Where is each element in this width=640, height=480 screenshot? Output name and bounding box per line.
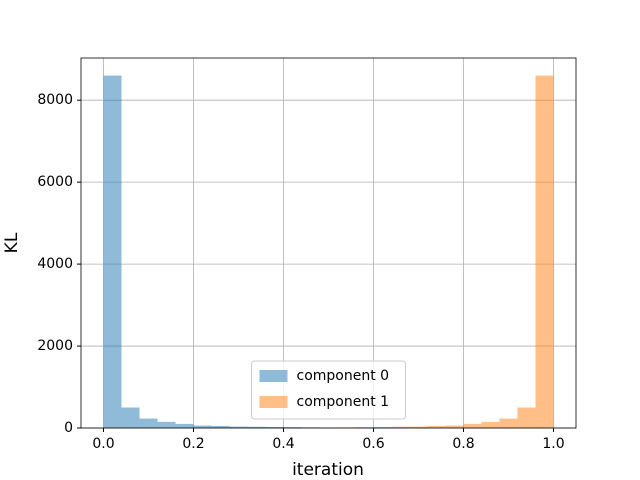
bar: [445, 425, 464, 428]
bar: [175, 423, 194, 428]
legend-label: component 0: [297, 368, 390, 384]
x-tick-label: 0.0: [92, 436, 114, 452]
bar: [247, 426, 266, 428]
y-tick-label: 2000: [37, 338, 73, 354]
x-tick-label: 1.0: [542, 436, 564, 452]
x-axis-label: iteration: [292, 460, 364, 480]
y-tick-label: 8000: [37, 92, 73, 108]
legend-swatch: [259, 396, 288, 408]
x-tick-label: 0.6: [362, 436, 384, 452]
bar: [103, 75, 122, 428]
bar: [499, 418, 518, 428]
bar: [391, 426, 410, 428]
legend-box: [251, 360, 406, 420]
bar: [427, 425, 446, 428]
bar: [229, 426, 248, 428]
x-tick-label: 0.4: [272, 436, 294, 452]
bar: [373, 426, 392, 428]
y-tick-label: 6000: [37, 174, 73, 190]
bar: [409, 426, 428, 428]
x-tick-label: 0.2: [182, 436, 204, 452]
legend-label: component 1: [297, 394, 390, 410]
y-tick-label: 0: [64, 420, 73, 436]
bar: [265, 426, 284, 428]
legend: component 0 component 1: [251, 360, 406, 420]
bar: [283, 427, 302, 428]
bar: [157, 421, 176, 428]
y-axis-label: KL: [2, 232, 22, 253]
bar: [193, 425, 212, 428]
bar: [355, 427, 374, 428]
bar: [211, 425, 230, 428]
bar: [481, 421, 500, 428]
bar: [517, 407, 536, 428]
y-tick-label: 4000: [37, 256, 73, 272]
plot-frame: [80, 57, 577, 429]
bar: [463, 423, 482, 428]
bar: [535, 75, 554, 428]
bar: [121, 407, 140, 428]
legend-swatch: [259, 370, 288, 382]
bar: [139, 418, 158, 428]
x-tick-label: 0.8: [452, 436, 474, 452]
